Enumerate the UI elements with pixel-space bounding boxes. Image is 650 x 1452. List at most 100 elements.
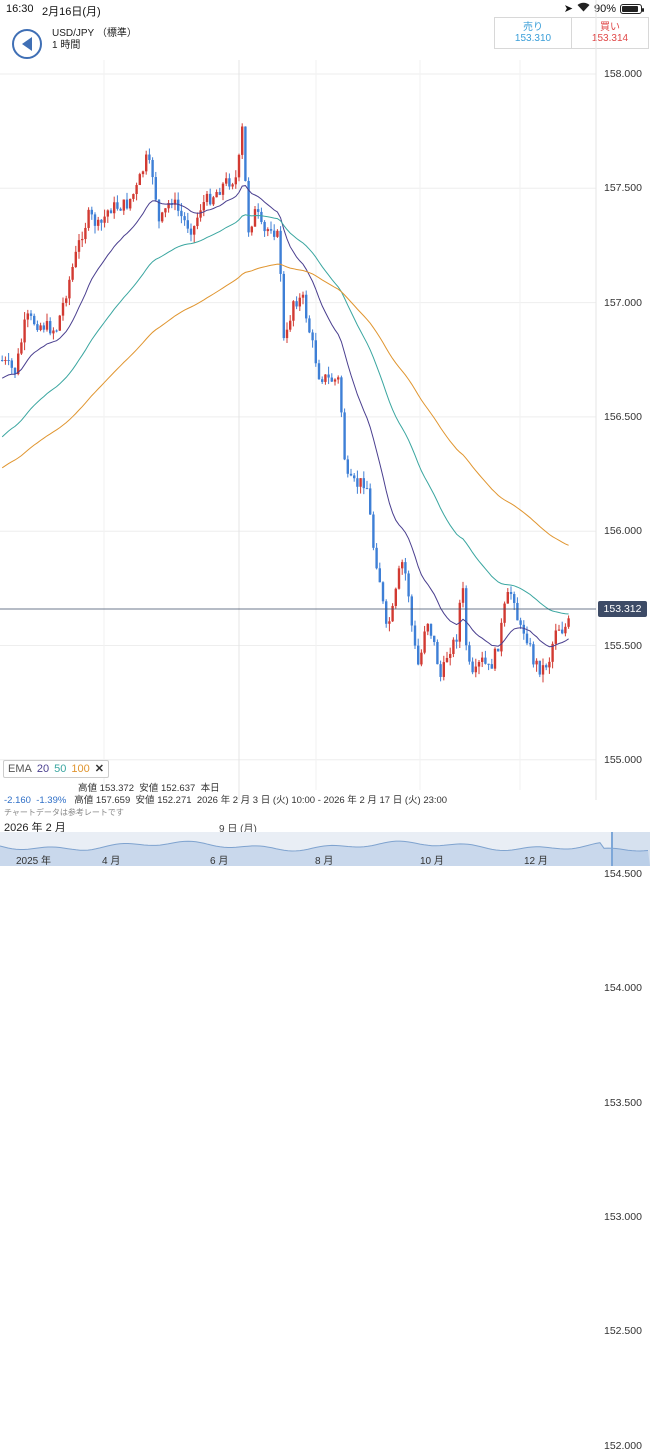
candle-body [109,210,113,214]
candle-body [506,592,509,604]
candle-body [301,294,305,298]
candle-body [292,301,295,321]
candle-body [157,199,161,222]
candle-body [554,630,557,644]
candle-body [196,217,199,227]
candle-body [401,562,404,569]
candle-body [212,197,215,205]
candle-body [442,662,445,677]
candle-body [266,229,269,232]
candle-body [407,573,410,597]
price-axis-label: 154.500 [604,868,642,881]
candle-body [564,626,567,634]
candle-body [116,202,119,209]
candle-body [436,641,439,665]
candle-body [413,625,417,646]
battery-icon [620,3,644,14]
price-axis-label: 156.500 [604,410,642,423]
candle-body [397,568,401,589]
candle-body [356,478,359,487]
buy-price: 153.314 [591,33,629,44]
candle-body [257,209,260,212]
candle-body [535,660,538,665]
price-axis-label: 152.000 [604,1439,642,1452]
disclaimer: チャートデータは参考レートです [4,808,124,817]
candle-body [455,639,458,642]
back-button[interactable] [12,29,42,59]
price-axis-label: 157.500 [604,182,642,195]
candle-body [164,208,167,213]
ema-legend[interactable]: EMA 20 50 100 ✕ [3,760,109,778]
candle-body [177,199,180,211]
candle-body [215,191,218,198]
candle-body [253,209,257,227]
candle-body [52,330,55,334]
candle-body [205,193,209,203]
timeframe: 1 時間 [52,40,81,51]
nav-label-aug: 8 月 [315,856,334,867]
candle-body [119,208,122,211]
price-axis-label: 154.000 [604,982,642,995]
price-axis-label: 153.000 [604,1211,642,1223]
candle-body [298,297,301,307]
candle-body [311,332,314,341]
candle-body [410,596,413,626]
candle-body [484,657,487,664]
close-icon[interactable]: ✕ [94,763,104,775]
candle-body [337,377,340,380]
sell-price: 153.310 [514,33,552,44]
stats-row-range: -2.160 -1.39% 高値 157.659 安値 152.271 2026… [4,792,447,806]
candle-body [477,661,481,667]
today-high: 153.372 [99,783,134,794]
battery-percent: 90% [593,2,616,15]
candle-body [541,665,545,675]
price-axis-label: 157.000 [604,296,642,309]
candle-body [45,321,49,330]
candle-body [20,342,23,354]
sell-label: 売り [523,22,543,33]
candle-body [234,177,237,185]
candle-body [87,209,90,228]
price-axis-label: 155.000 [604,753,642,766]
candle-body [260,211,263,222]
candle-body [228,178,231,187]
nav-label-apr: 4 月 [102,856,121,867]
candle-body [426,623,429,632]
candle-body [113,202,116,214]
candle-body [381,582,385,602]
candle-body [84,227,87,240]
candle-body [241,126,244,155]
candle-body [97,219,100,226]
ema50-label: 50 [54,763,67,775]
price-axis-label: 158.000 [604,68,642,80]
candle-body [378,568,381,583]
candle-body [445,657,449,663]
candle-body [561,629,564,634]
candle-body [202,202,205,211]
candle-body [474,666,477,673]
navigator-line [0,840,649,852]
candle-body [461,588,465,603]
candle-body [503,603,506,623]
location-icon: ➤ [563,3,573,15]
candle-body [346,459,349,474]
sell-quote-button[interactable]: 売り 153.310 [494,17,572,49]
candle-body [279,230,282,274]
nav-label-jun: 6 月 [210,856,229,867]
buy-quote-button[interactable]: 買い 153.314 [571,17,649,49]
price-axis-label: 155.500 [604,639,642,652]
candle-body [548,661,551,668]
back-arrow-icon [22,37,32,51]
candle-body [148,154,151,160]
candle-body [68,279,71,299]
candle-body [493,648,497,669]
candlestick-chart[interactable] [0,0,650,832]
candle-body [122,199,125,211]
navigator-handle[interactable] [611,832,650,866]
candle-body [372,514,375,548]
candle-body [106,210,109,217]
nav-label-oct: 10 月 [420,856,444,867]
candle-body [369,488,372,515]
range-navigator[interactable] [0,832,650,866]
candle-body [359,478,362,487]
